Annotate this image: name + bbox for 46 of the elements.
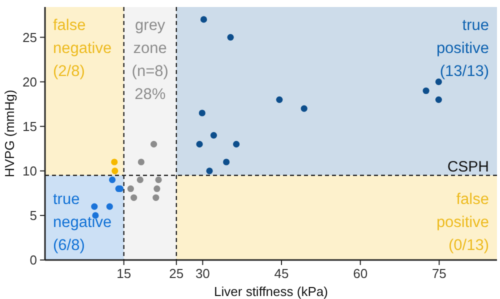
point — [138, 158, 144, 166]
ref-line-label: CSPH — [447, 158, 489, 176]
point — [210, 132, 218, 139]
point — [198, 110, 206, 116]
point — [422, 87, 430, 94]
point — [155, 176, 162, 184]
point — [227, 34, 234, 41]
y-tick-label: 0 — [30, 252, 37, 268]
point — [108, 176, 116, 184]
y-tick-label: 10 — [22, 163, 37, 178]
point — [91, 203, 98, 210]
band-label: grey zone (n=8) 28% — [132, 17, 168, 103]
x-tick-label: 60 — [353, 266, 368, 281]
point — [200, 16, 208, 23]
point — [150, 140, 158, 148]
point — [111, 158, 118, 166]
y-tick-label: 20 — [22, 74, 37, 90]
point — [152, 194, 160, 201]
y-tick-label: 15 — [22, 118, 37, 134]
band-label: true negative (6/8) — [53, 191, 112, 254]
x-tick-label: 15 — [116, 266, 132, 281]
point — [206, 168, 213, 174]
x-tick-label: 75 — [432, 266, 446, 281]
point — [130, 194, 138, 201]
point — [136, 176, 144, 184]
point — [300, 105, 308, 112]
band-label: false positive (0/13) — [436, 191, 489, 254]
y-axis-title: HVPG (mmHg) — [2, 90, 17, 178]
point — [112, 168, 118, 174]
x-tick-label: 45 — [274, 266, 289, 281]
point — [106, 203, 113, 210]
point — [223, 158, 230, 166]
x-axis-title: Liver stiffness (kPa) — [214, 284, 328, 299]
point — [435, 78, 442, 86]
x-tick-label: 25 — [169, 266, 184, 281]
y-tick-label: 5 — [30, 208, 37, 224]
point — [196, 140, 203, 148]
x-tick-label: 30 — [195, 266, 210, 281]
point — [154, 185, 160, 192]
y-tick-label: 25 — [22, 30, 37, 45]
point — [233, 140, 240, 148]
point — [435, 96, 442, 103]
band-label: false negative (2/8) — [53, 17, 112, 80]
point — [127, 185, 134, 192]
band-label: true positive (13/13) — [436, 17, 489, 80]
point — [276, 96, 283, 103]
